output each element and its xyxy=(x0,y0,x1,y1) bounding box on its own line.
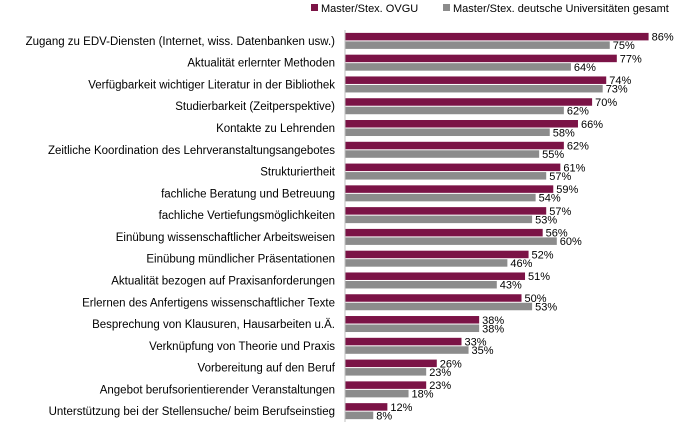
category-label: Verfügbarkeit wichtiger Literatur in der… xyxy=(88,79,335,91)
bar-ovgu xyxy=(345,381,427,389)
data-label-germany-total: 23% xyxy=(429,367,451,379)
data-label-germany-total: 38% xyxy=(482,323,504,335)
bar-ovgu xyxy=(345,98,593,106)
bar-ovgu xyxy=(345,185,554,193)
bar-germany-total xyxy=(345,411,374,420)
bar-germany-total xyxy=(345,302,533,311)
data-label-germany-total: 18% xyxy=(412,389,434,401)
category-label: Kontakte zu Lehrenden xyxy=(216,123,335,135)
category-label: Vorbereitung auf den Beruf xyxy=(198,363,336,375)
category-label: Strukturiertheit xyxy=(260,167,336,179)
data-label-ovgu: 12% xyxy=(390,402,412,414)
category-label: Aktualität bezogen auf Praxisanforderung… xyxy=(111,275,335,287)
data-label-ovgu: 33% xyxy=(464,337,486,349)
data-label-germany-total: 8% xyxy=(376,410,392,422)
data-label-ovgu: 38% xyxy=(482,315,504,327)
data-label-germany-total: 55% xyxy=(542,149,564,161)
data-label-germany-total: 53% xyxy=(535,214,557,226)
data-label-ovgu: 70% xyxy=(595,97,617,109)
bar-ovgu xyxy=(345,403,388,411)
bar-ovgu xyxy=(345,54,617,63)
bar-ovgu xyxy=(345,359,437,368)
bar-germany-total xyxy=(345,106,564,115)
bar-ovgu xyxy=(345,228,543,237)
bar-ovgu xyxy=(345,141,564,150)
data-labels: 86%75%77%64%74%73%70%62%66%58%62%55%61%5… xyxy=(376,32,674,423)
category-label: Verknüpfung von Theorie und Praxis xyxy=(149,341,335,353)
bar-ovgu xyxy=(345,207,547,215)
bar-germany-total xyxy=(345,172,547,180)
bar-germany-total xyxy=(345,280,497,289)
bars xyxy=(345,32,649,420)
bar-germany-total xyxy=(345,150,540,158)
bar-germany-total xyxy=(345,128,550,137)
legend-swatch-ovgu xyxy=(311,4,318,11)
bar-germany-total xyxy=(345,389,409,398)
bar-ovgu xyxy=(345,120,578,128)
data-label-germany-total: 46% xyxy=(510,258,532,270)
bar-germany-total xyxy=(345,259,508,267)
category-label: Studierbarkeit (Zeitperspektive) xyxy=(175,101,335,113)
bar-germany-total xyxy=(345,237,557,245)
data-label-germany-total: 75% xyxy=(613,40,635,52)
bar-ovgu xyxy=(345,163,561,172)
category-label: Unterstützung bei der Stellensuche/ beim… xyxy=(49,406,335,418)
category-labels: Zugang zu EDV-Diensten (Internet, wiss. … xyxy=(26,36,336,418)
data-label-germany-total: 35% xyxy=(472,345,494,357)
bar-ovgu xyxy=(345,32,649,41)
data-label-ovgu: 74% xyxy=(609,75,631,87)
data-label-ovgu: 66% xyxy=(581,119,603,131)
bar-germany-total xyxy=(345,324,480,333)
category-label: Erlernen des Anfertigens wissenschaftlic… xyxy=(82,297,335,309)
bar-germany-total xyxy=(345,84,603,93)
data-label-ovgu: 50% xyxy=(525,293,547,305)
data-label-ovgu: 52% xyxy=(532,249,554,261)
data-label-germany-total: 57% xyxy=(549,171,571,183)
data-label-germany-total: 73% xyxy=(606,84,628,96)
data-label-ovgu: 86% xyxy=(652,32,674,44)
data-label-germany-total: 58% xyxy=(553,127,575,139)
bar-ovgu xyxy=(345,250,529,259)
data-label-germany-total: 64% xyxy=(574,62,596,74)
legend-label-germany-total: Master/Stex. deutsche Universitäten gesa… xyxy=(453,3,669,15)
bar-germany-total xyxy=(345,368,427,376)
bar-germany-total xyxy=(345,63,571,71)
data-label-ovgu: 77% xyxy=(620,53,642,65)
legend-label-ovgu: Master/Stex. OVGU xyxy=(321,3,418,15)
data-label-ovgu: 26% xyxy=(440,358,462,370)
bar-germany-total xyxy=(345,346,469,354)
bar-ovgu xyxy=(345,76,607,84)
legend: Master/Stex. OVGU Master/Stex. deutsche U… xyxy=(311,3,669,15)
category-label: fachliche Vertiefungsmöglichkeiten xyxy=(159,210,335,222)
data-label-germany-total: 43% xyxy=(500,280,522,292)
bar-germany-total xyxy=(345,215,533,224)
bar-germany-total xyxy=(345,193,536,202)
data-label-germany-total: 60% xyxy=(560,236,582,248)
bar-ovgu xyxy=(345,272,526,280)
data-label-ovgu: 62% xyxy=(567,141,589,153)
category-label: Einübung wissenschaftlicher Arbeitsweise… xyxy=(116,232,335,244)
bar-germany-total xyxy=(345,41,610,49)
data-label-ovgu: 57% xyxy=(549,206,571,218)
data-label-ovgu: 23% xyxy=(429,380,451,392)
bar-ovgu xyxy=(345,316,480,324)
bar-ovgu xyxy=(345,337,462,346)
legend-swatch-germany-total xyxy=(443,4,450,11)
category-label: Zeitliche Koordination des Lehrveranstal… xyxy=(48,145,335,157)
data-label-germany-total: 53% xyxy=(535,302,557,314)
data-label-ovgu: 59% xyxy=(556,184,578,196)
bar-ovgu xyxy=(345,294,522,302)
category-label: Zugang zu EDV-Diensten (Internet, wiss. … xyxy=(26,36,336,48)
category-label: fachliche Beratung und Betreuung xyxy=(161,188,335,200)
category-label: Einübung mündlicher Präsentationen xyxy=(146,254,335,266)
data-label-ovgu: 61% xyxy=(563,162,585,174)
category-label: Angebot berufsorientierender Veranstaltu… xyxy=(100,384,335,396)
category-label: Aktualität erlernter Methoden xyxy=(187,58,335,70)
data-label-ovgu: 56% xyxy=(546,228,568,240)
category-label: Besprechung von Klausuren, Hausarbeiten … xyxy=(92,319,335,331)
data-label-ovgu: 51% xyxy=(528,271,550,283)
data-label-germany-total: 54% xyxy=(539,193,561,205)
data-label-germany-total: 62% xyxy=(567,105,589,117)
